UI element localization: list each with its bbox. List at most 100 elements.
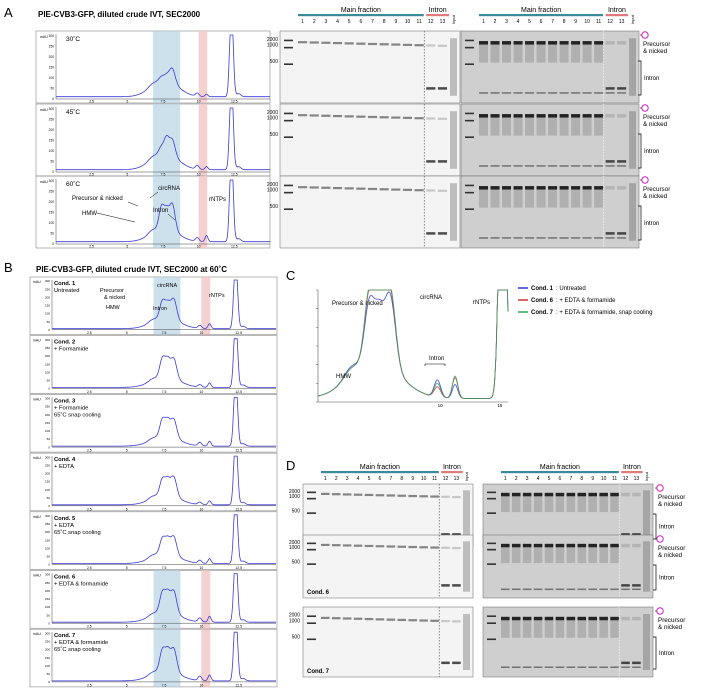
gel-smear <box>594 44 604 63</box>
condition-desc: Untreated <box>54 288 79 294</box>
intron-bar <box>621 471 643 474</box>
ladder-size-label: 500 <box>270 59 279 65</box>
gel-band <box>379 188 389 191</box>
gel-band <box>367 115 378 119</box>
side-label-precursor: & nicked <box>658 552 683 559</box>
gel-band <box>408 545 417 549</box>
gel-band <box>332 186 343 190</box>
annotation-precursor: & nicked <box>104 295 125 301</box>
x-tick-label: 10 <box>197 173 201 177</box>
lane-number: 6 <box>379 476 382 482</box>
gel-band <box>632 492 641 497</box>
gel-band <box>605 165 615 167</box>
gel-band <box>577 588 587 591</box>
gel-band <box>479 165 489 167</box>
ladder-band <box>465 136 474 138</box>
y-tick-label: 150 <box>45 480 50 484</box>
gel-band <box>577 543 587 548</box>
y-tick-label: 50 <box>47 437 51 441</box>
gel-image <box>482 606 654 678</box>
intron-band <box>426 160 436 163</box>
input-label: Input <box>464 471 469 481</box>
annotation-rntps: rNTPs <box>473 300 490 306</box>
side-label-precursor: Precursor <box>643 114 670 121</box>
condition-name: Cond. 6 <box>54 575 76 581</box>
ladder-size-label: 1000 <box>267 116 278 122</box>
gel-band <box>501 543 510 548</box>
side-label-precursor: Precursor <box>643 186 670 193</box>
gel-band <box>544 616 554 621</box>
legend-desc: : Untreated <box>556 286 586 292</box>
gel-band <box>386 494 396 497</box>
lane-number: 2 <box>515 476 518 482</box>
y-tick-label: 300 <box>45 455 50 459</box>
intron-band <box>437 87 448 90</box>
ladder-band <box>465 119 474 122</box>
gel-band <box>356 42 366 45</box>
trace-frame <box>35 30 271 104</box>
gel-band <box>533 543 543 548</box>
x-tick-label: 7.5 <box>161 173 166 177</box>
gel-band <box>490 186 500 190</box>
gel-band <box>610 492 619 497</box>
gel-band <box>397 618 407 622</box>
intron-band <box>617 87 627 90</box>
lane-number: 10 <box>405 19 411 25</box>
gel-band <box>331 544 341 547</box>
y-tick-label: 0 <box>48 387 50 391</box>
input-lane <box>643 490 650 541</box>
gel-band <box>479 114 489 118</box>
y-tick-label: 100 <box>45 370 50 374</box>
gel-band <box>479 92 489 94</box>
input-lane <box>463 614 470 670</box>
gel-band <box>332 114 343 118</box>
y-tick-label: 150 <box>49 211 55 215</box>
ladder-band <box>465 112 474 115</box>
intron-band <box>452 584 461 587</box>
gel-band <box>298 114 308 117</box>
gel-band <box>548 41 558 45</box>
x-tick-label: 2.5 <box>87 449 92 453</box>
lane-number: 2 <box>494 19 497 25</box>
y-tick-label: 50 <box>47 555 51 559</box>
circrna-marker <box>656 607 664 615</box>
gel-image <box>460 175 640 249</box>
lane-number: 11 <box>596 19 601 25</box>
x-tick-label: 10 <box>199 566 203 570</box>
gel-band <box>582 165 592 167</box>
lane-number: 13 <box>619 19 625 25</box>
gel-band <box>594 114 604 118</box>
intron-label: Intron <box>429 7 447 14</box>
chromatogram-line <box>52 514 276 564</box>
gel-smear <box>525 117 535 136</box>
panel-label-b: B <box>4 260 13 275</box>
annotation-hmw: HMW <box>82 211 97 217</box>
gel-band <box>513 186 523 190</box>
gel-band <box>617 186 627 190</box>
gel-smear <box>479 117 489 136</box>
gel-band <box>566 543 576 548</box>
x-tick-label: 2.5 <box>87 625 92 629</box>
gel-band <box>419 546 428 549</box>
input-label: Input <box>644 471 649 481</box>
condition-name: Cond. 4 <box>54 457 76 463</box>
y-tick-label: 100 <box>45 312 50 316</box>
side-label-intron: Intron <box>659 651 674 657</box>
main-fraction-label: Main fraction <box>521 7 561 14</box>
y-tick-label: 300 <box>45 338 50 342</box>
gel-band <box>588 543 597 548</box>
gel-smear <box>610 620 619 638</box>
x-tick-label: 2.5 <box>89 173 94 177</box>
y-tick-label: 100 <box>45 546 50 550</box>
legend-desc: : + EDTA & formamide <box>556 298 616 304</box>
intron-band <box>441 661 450 665</box>
y-label: mAU <box>33 515 41 519</box>
gel-band <box>536 186 546 190</box>
circrna-marker <box>656 535 664 543</box>
gel-band <box>582 237 592 239</box>
y-tick-label: 50 <box>50 87 54 91</box>
gel-band <box>571 41 581 45</box>
gel-smear <box>533 496 543 513</box>
gel-background <box>302 534 474 599</box>
condition-desc: 65˚C snap cooling <box>54 529 101 536</box>
